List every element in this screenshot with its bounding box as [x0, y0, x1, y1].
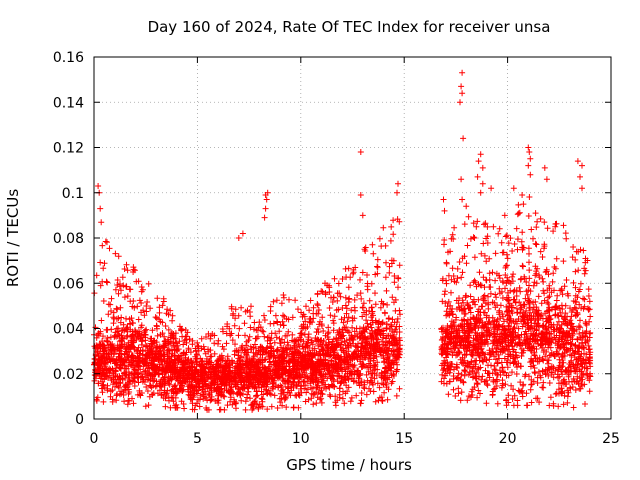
- data-point: [167, 307, 174, 314]
- data-point: [348, 307, 355, 314]
- data-point: [268, 403, 275, 410]
- data-point: [198, 335, 205, 342]
- data-point: [117, 304, 124, 311]
- data-point: [106, 245, 113, 252]
- data-point: [340, 319, 347, 326]
- data-point: [360, 384, 367, 391]
- data-point: [343, 310, 350, 317]
- data-point: [273, 334, 280, 341]
- data-point: [363, 317, 370, 324]
- data-point: [379, 398, 386, 404]
- data-point: [267, 391, 274, 398]
- data-point: [112, 250, 119, 257]
- data-point: [279, 402, 286, 409]
- data-point: [276, 335, 283, 342]
- data-point: [318, 288, 325, 295]
- data-point: [251, 326, 257, 333]
- data-point: [356, 382, 363, 389]
- data-point: [152, 314, 159, 321]
- data-point: [156, 309, 163, 316]
- data-point: [390, 217, 397, 224]
- data-point: [322, 280, 328, 287]
- data-point: [261, 317, 268, 323]
- data-point: [102, 238, 109, 245]
- data-point: [314, 290, 321, 297]
- data-point: [274, 405, 281, 411]
- data-point: [98, 317, 105, 324]
- data-point: [357, 276, 363, 283]
- data-point: [380, 327, 387, 334]
- data-point: [154, 332, 161, 339]
- data-point: [180, 341, 187, 348]
- data-point: [285, 328, 292, 335]
- data-point: [115, 253, 122, 260]
- data-point: [271, 392, 278, 399]
- data-point: [270, 298, 277, 305]
- data-point: [303, 303, 309, 310]
- data-point: [372, 301, 379, 308]
- data-point: [336, 394, 343, 401]
- data-point: [129, 395, 135, 402]
- data-point: [242, 398, 249, 405]
- data-point: [203, 334, 209, 340]
- data-point: [278, 300, 285, 307]
- data-point: [386, 269, 393, 276]
- data-point: [264, 406, 271, 413]
- data-point: [374, 256, 381, 263]
- data-point: [349, 324, 356, 331]
- data-point: [100, 298, 107, 304]
- data-point: [119, 274, 126, 281]
- data-point: [335, 280, 342, 287]
- data-point: [379, 338, 385, 345]
- data-point: [377, 304, 384, 311]
- data-point: [120, 282, 127, 289]
- data-point: [369, 241, 376, 248]
- data-point: [289, 314, 296, 321]
- data-points: [91, 69, 594, 413]
- data-point: [121, 266, 128, 272]
- data-point: [165, 326, 172, 333]
- data-point: [124, 293, 131, 300]
- data-point: [342, 302, 349, 309]
- data-point: [358, 378, 365, 385]
- data-point: [93, 397, 100, 404]
- data-point: [295, 306, 301, 313]
- data-point: [353, 325, 360, 332]
- data-point: [370, 250, 377, 257]
- data-point: [144, 388, 151, 394]
- data-point: [241, 320, 248, 327]
- data-point: [238, 397, 245, 404]
- data-point: [130, 400, 137, 407]
- data-point: [391, 273, 398, 279]
- data-point: [105, 311, 112, 318]
- data-point: [371, 375, 378, 382]
- data-point: [397, 311, 403, 318]
- data-point: [302, 318, 309, 325]
- data-point: [154, 295, 161, 302]
- data-point: [104, 239, 110, 246]
- data-point: [359, 313, 366, 320]
- data-point: [116, 384, 122, 391]
- data-point: [318, 399, 325, 406]
- data-point: [236, 325, 243, 332]
- data-point: [336, 290, 343, 297]
- data-point: [277, 390, 284, 397]
